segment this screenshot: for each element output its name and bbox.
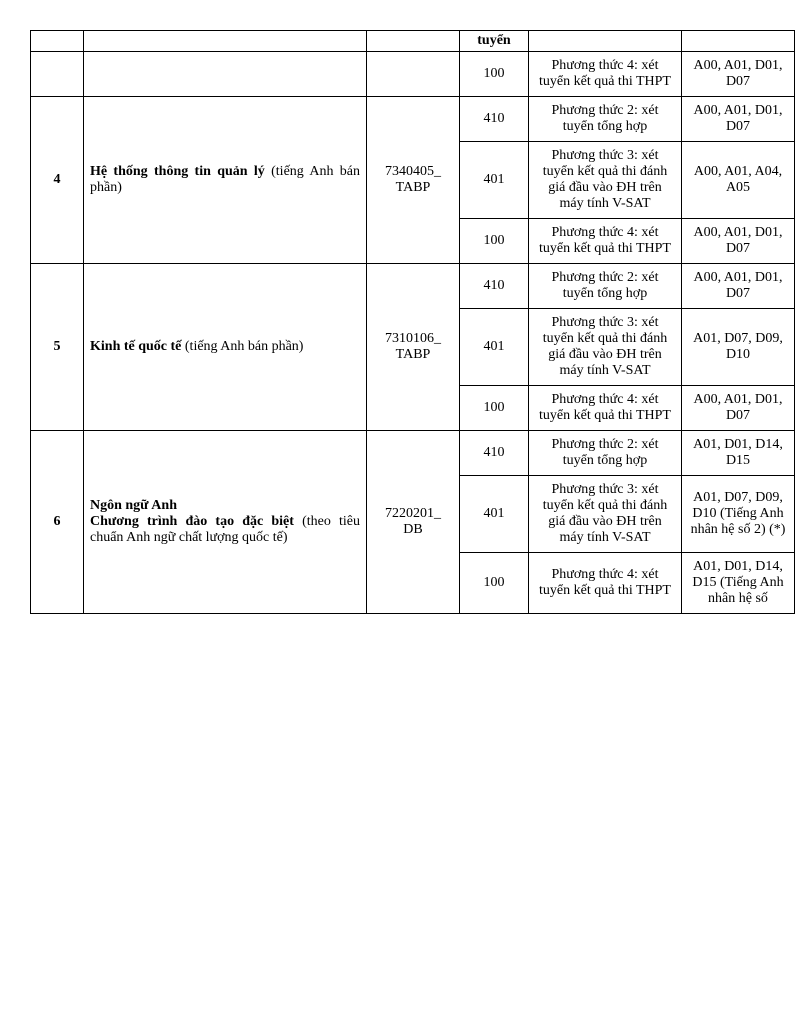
stt-cell: 6	[31, 431, 84, 614]
subject-combo-cell: A00, A01, D01, D07	[682, 97, 795, 142]
quota-cell: 100	[460, 553, 529, 614]
method-cell: Phương thức 4: xét tuyển kết quả thi THP…	[529, 219, 682, 264]
subject-combo-cell: A00, A01, D01, D07	[682, 219, 795, 264]
quota-cell: 100	[460, 52, 529, 97]
table-row: 6Ngôn ngữ AnhChương trình đào tạo đặc bi…	[31, 431, 795, 476]
program-name-cell: Ngôn ngữ AnhChương trình đào tạo đặc biệ…	[84, 431, 367, 614]
subject-combo-cell: A00, A01, A04, A05	[682, 142, 795, 219]
program-name-cell: Kinh tế quốc tế (tiếng Anh bán phần)	[84, 264, 367, 431]
header-fragment-row: tuyển	[31, 31, 795, 52]
program-name-cell: Hệ thống thông tin quản lý (tiếng Anh bá…	[84, 97, 367, 264]
method-cell: Phương thức 4: xét tuyển kết quả thi THP…	[529, 553, 682, 614]
method-cell: Phương thức 3: xét tuyển kết quả thi đán…	[529, 476, 682, 553]
table-row: 100Phương thức 4: xét tuyển kết quả thi …	[31, 52, 795, 97]
admissions-table: tuyển100Phương thức 4: xét tuyển kết quả…	[30, 30, 795, 614]
method-cell: Phương thức 2: xét tuyển tổng hợp	[529, 431, 682, 476]
method-cell: Phương thức 4: xét tuyển kết quả thi THP…	[529, 52, 682, 97]
method-cell: Phương thức 3: xét tuyển kết quả thi đán…	[529, 142, 682, 219]
quota-cell: 100	[460, 219, 529, 264]
program-code-cell: 7220201_DB	[367, 431, 460, 614]
subject-combo-cell: A00, A01, D01, D07	[682, 386, 795, 431]
stt-cell: 5	[31, 264, 84, 431]
stt-cell	[31, 52, 84, 97]
stt-cell: 4	[31, 97, 84, 264]
method-cell: Phương thức 2: xét tuyển tổng hợp	[529, 97, 682, 142]
quota-cell: 410	[460, 431, 529, 476]
quota-cell: 401	[460, 309, 529, 386]
program-code-cell	[367, 52, 460, 97]
quota-cell: 410	[460, 97, 529, 142]
subject-combo-cell: A01, D01, D14, D15	[682, 431, 795, 476]
quota-cell: 401	[460, 142, 529, 219]
program-code-cell: 7310106_TABP	[367, 264, 460, 431]
program-name-cell	[84, 52, 367, 97]
subject-combo-cell: A00, A01, D01, D07	[682, 52, 795, 97]
quota-cell: 100	[460, 386, 529, 431]
table-row: 5Kinh tế quốc tế (tiếng Anh bán phần)731…	[31, 264, 795, 309]
subject-combo-cell: A01, D01, D14, D15 (Tiếng Anh nhân hệ số	[682, 553, 795, 614]
subject-combo-cell: A00, A01, D01, D07	[682, 264, 795, 309]
subject-combo-cell: A01, D07, D09, D10	[682, 309, 795, 386]
subject-combo-cell: A01, D07, D09, D10 (Tiếng Anh nhân hệ số…	[682, 476, 795, 553]
method-cell: Phương thức 3: xét tuyển kết quả thi đán…	[529, 309, 682, 386]
quota-cell: 410	[460, 264, 529, 309]
table-row: 4Hệ thống thông tin quản lý (tiếng Anh b…	[31, 97, 795, 142]
quota-cell: 401	[460, 476, 529, 553]
header-fragment: tuyển	[460, 31, 529, 52]
method-cell: Phương thức 4: xét tuyển kết quả thi THP…	[529, 386, 682, 431]
method-cell: Phương thức 2: xét tuyển tổng hợp	[529, 264, 682, 309]
program-code-cell: 7340405_TABP	[367, 97, 460, 264]
